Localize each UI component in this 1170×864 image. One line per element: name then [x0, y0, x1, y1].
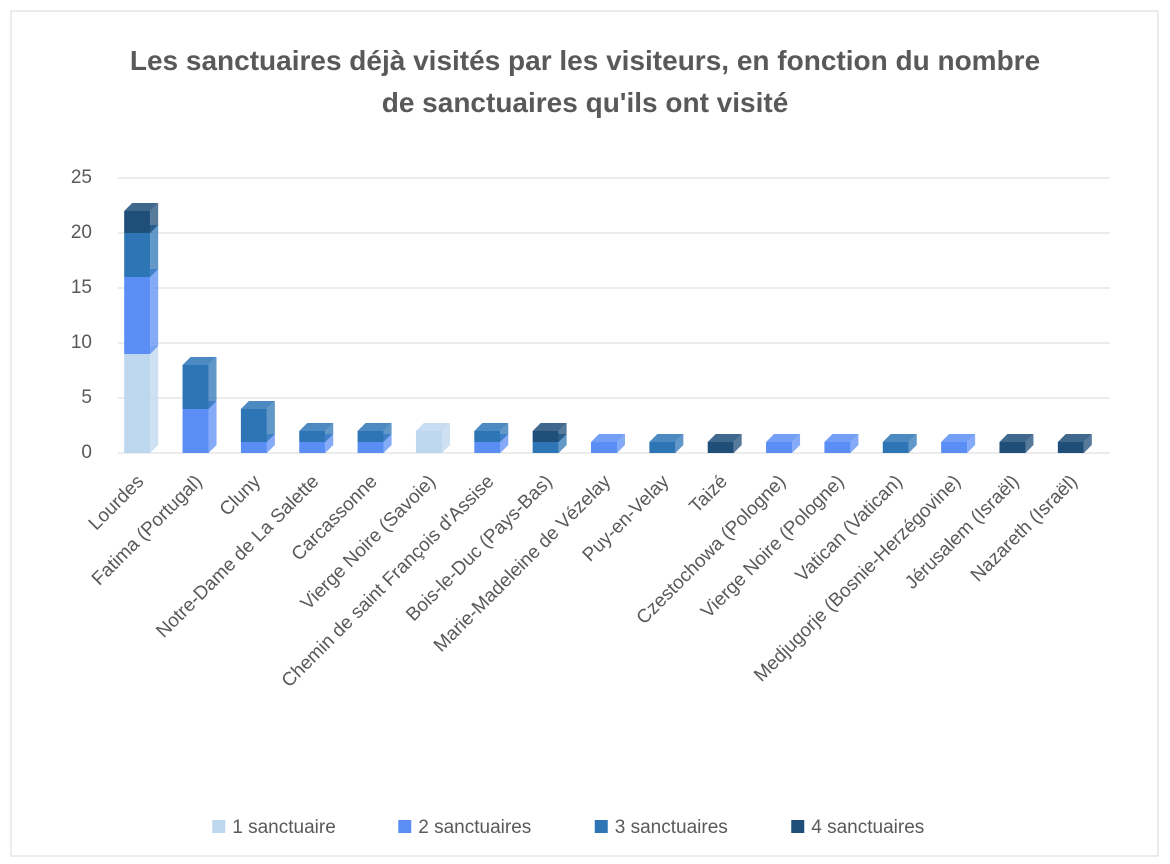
bar-side — [558, 434, 567, 453]
bar-side — [558, 423, 567, 442]
y-tick-label: 0 — [81, 442, 92, 463]
bar-segment — [999, 442, 1026, 453]
bar-side — [266, 401, 275, 442]
bar-top — [999, 434, 1034, 442]
bar-side — [1083, 434, 1092, 453]
bar-segment — [357, 442, 384, 453]
bar-side — [266, 434, 275, 453]
bar-side — [383, 423, 392, 442]
bar-side — [208, 357, 217, 409]
bar-segment — [357, 431, 384, 442]
bar-segment — [299, 442, 326, 453]
legend-swatch — [594, 820, 608, 833]
bar-segment — [182, 409, 209, 453]
bar-side — [325, 434, 334, 453]
y-tick-label: 25 — [71, 167, 92, 188]
bar-segment — [882, 442, 909, 453]
y-tick-label: 5 — [81, 387, 92, 408]
legend-label: 2 sanctuaires — [418, 817, 531, 838]
bar-segment — [766, 442, 793, 453]
bar-top — [357, 423, 392, 431]
bar-segment — [1057, 442, 1084, 453]
legend-label: 1 sanctuaire — [232, 817, 336, 838]
bar-segment — [591, 442, 617, 453]
bar-side — [675, 434, 684, 453]
bar-segment — [124, 277, 151, 354]
bar-segment — [532, 442, 559, 453]
bar-side — [733, 434, 742, 453]
bar-top — [299, 423, 334, 431]
bar-segment — [707, 442, 734, 453]
legend-swatch — [398, 820, 412, 833]
bar-top — [240, 401, 275, 409]
bar-side — [150, 269, 159, 354]
legend-swatch — [212, 820, 226, 833]
bar-top — [649, 434, 684, 442]
bar-side — [617, 434, 625, 453]
bar-side — [441, 423, 450, 453]
bar-top — [1057, 434, 1092, 442]
bar-side — [850, 434, 859, 453]
legend-swatch — [791, 820, 805, 833]
legend-label: 3 sanctuaires — [615, 817, 728, 838]
bar-segment — [240, 409, 267, 442]
legend-label: 4 sanctuaires — [811, 817, 924, 838]
bar-side — [500, 423, 509, 442]
bar-top — [591, 434, 625, 442]
bar-segment — [532, 431, 559, 442]
bar-top — [182, 357, 217, 365]
bar-side — [150, 225, 159, 277]
bar-segment — [941, 442, 968, 453]
bar-top — [415, 423, 450, 431]
bar-top — [824, 434, 859, 442]
bar-top — [766, 434, 801, 442]
bar-segment — [182, 365, 209, 409]
bar-side — [150, 203, 159, 233]
bar-segment — [240, 442, 267, 453]
bar-segment — [124, 233, 151, 277]
bar-segment — [649, 442, 676, 453]
bar-side — [383, 434, 392, 453]
bar-side — [792, 434, 801, 453]
bar-top — [474, 423, 509, 431]
bar-segment — [299, 431, 326, 442]
bar-segment — [474, 431, 501, 442]
bar-side — [967, 434, 976, 453]
bar-top — [941, 434, 976, 442]
y-tick-label: 10 — [71, 332, 92, 353]
bar-top — [707, 434, 742, 442]
chart-title: Les sanctuaires déjà visités par les vis… — [129, 45, 1041, 118]
bar-segment — [124, 354, 151, 453]
bar-segment — [824, 442, 851, 453]
y-tick-label: 15 — [71, 277, 92, 298]
bar-side — [1025, 434, 1034, 453]
bar-segment — [474, 442, 501, 453]
bar-segment — [415, 431, 442, 453]
bar-top — [882, 434, 917, 442]
bar-side — [208, 401, 217, 453]
bar-top — [124, 203, 159, 211]
bar-side — [908, 434, 917, 453]
bar-side — [150, 346, 159, 453]
bar-top — [532, 423, 567, 431]
bar-segment — [124, 211, 151, 233]
bar-side — [500, 434, 509, 453]
y-tick-label: 20 — [71, 222, 92, 243]
bar-side — [325, 423, 334, 442]
